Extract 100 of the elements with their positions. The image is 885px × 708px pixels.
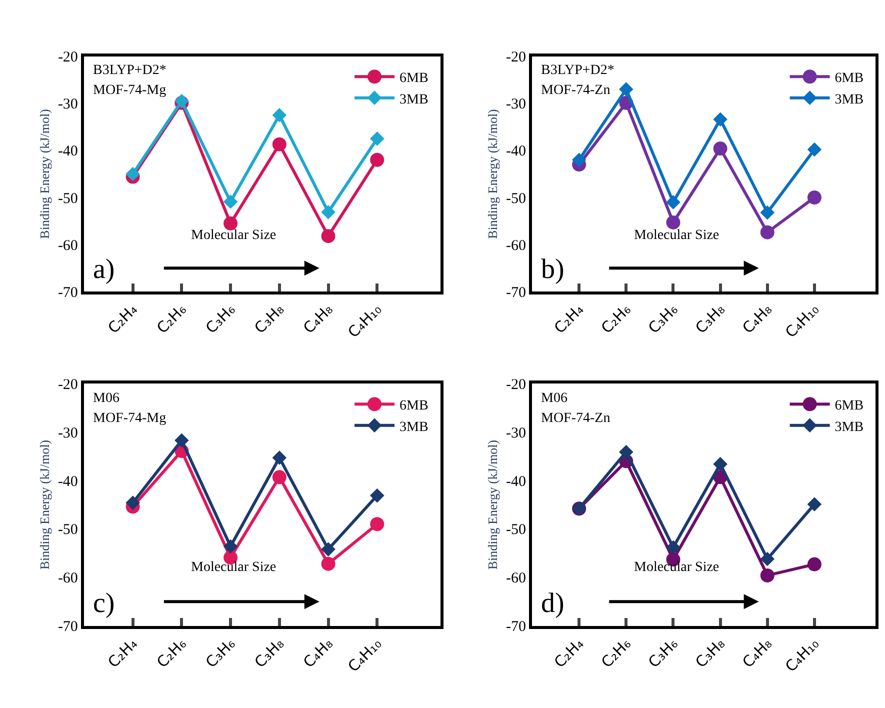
point [619, 444, 634, 460]
point [370, 152, 384, 167]
annotation: MOF-74-Zn [541, 411, 610, 426]
point [223, 194, 238, 209]
point [760, 552, 775, 566]
x-tick-label: C₂H₆ [598, 300, 634, 338]
x-tick-label: C₄H₈ [300, 634, 336, 672]
legend-label: 3MB [400, 420, 428, 435]
annotation: MOF-74-Zn [541, 83, 610, 98]
annotation: MOF-74-Mg [93, 83, 166, 98]
point [666, 195, 680, 210]
annotation: Molecular Size [191, 560, 276, 575]
y-tick-label: -60 [506, 570, 526, 587]
x-tick-label: C₃H₆ [202, 634, 239, 672]
point [272, 470, 286, 484]
y-tick-label: -40 [58, 474, 78, 490]
y-axis-title: Binding Energy (kJ/mol) [484, 440, 500, 570]
y-tick-label: -70 [58, 284, 78, 301]
x-tick-label: C₃H₆ [644, 300, 682, 338]
point [807, 497, 822, 512]
annotation: M06 [541, 391, 568, 406]
point [666, 540, 680, 555]
y-axis-title: Binding Energy (kJ/mol) [36, 440, 52, 570]
point [174, 433, 189, 448]
y-tick-label: -30 [506, 425, 526, 442]
x-tick-label: C₂H₄ [104, 300, 141, 338]
point [321, 204, 336, 220]
x-tick-label: C₃H₈ [250, 634, 288, 672]
point [370, 488, 384, 503]
x-tick-label: C₃H₆ [644, 634, 682, 672]
y-tick-label: -60 [58, 238, 78, 254]
annotation: d) [541, 588, 564, 619]
y-tick-label: -50 [506, 190, 526, 207]
y-axis-title: Binding Energy (kJ/mol) [484, 109, 500, 239]
y-tick-label: -40 [506, 144, 526, 160]
point [807, 190, 822, 204]
y-tick-label: -60 [58, 570, 78, 587]
y-tick-label: -60 [506, 238, 526, 254]
y-tick-label: -50 [58, 522, 78, 538]
point [321, 229, 336, 244]
point [713, 456, 728, 472]
point [760, 225, 774, 240]
annotation: b) [541, 254, 564, 285]
point [572, 152, 586, 168]
x-tick-label: C₄H₈ [300, 300, 336, 338]
point [126, 166, 140, 182]
y-tick-label: -70 [506, 284, 526, 301]
x-tick-label: C₃H₈ [692, 300, 728, 338]
annotation: Molecular Size [634, 560, 720, 575]
point [370, 132, 384, 146]
annotation: c) [93, 588, 115, 619]
point [807, 557, 822, 572]
y-tick-label: -30 [506, 96, 526, 113]
x-tick-label: C₂H₄ [104, 634, 141, 672]
annotation: Molecular Size [191, 228, 276, 243]
y-tick-label: -20 [506, 50, 526, 66]
x-tick-label: C₂H₆ [598, 634, 634, 672]
y-tick-label: -50 [506, 522, 526, 538]
y-tick-label: -40 [58, 144, 78, 160]
point [619, 82, 634, 96]
x-tick-label: C₃H₈ [250, 300, 288, 338]
y-tick-label: -20 [58, 376, 78, 393]
legend-label: 3MB [834, 92, 864, 108]
annotation: Molecular Size [634, 228, 720, 243]
annotation: a) [93, 254, 115, 285]
x-tick-label: C₂H₆ [153, 300, 190, 338]
y-tick-label: -30 [58, 96, 78, 113]
y-tick-label: -70 [58, 619, 78, 636]
y-tick-label: -40 [506, 474, 526, 490]
legend-label: 3MB [400, 92, 428, 108]
point [321, 542, 336, 556]
annotation: M06 [93, 391, 120, 406]
point [223, 539, 238, 554]
point [321, 556, 336, 571]
point [760, 205, 775, 220]
point [272, 450, 287, 465]
annotation: B3LYP+D2* [541, 63, 614, 78]
legend-label: 6MB [834, 398, 864, 414]
y-tick-label: -70 [506, 619, 526, 636]
y-tick-label: -20 [58, 50, 78, 66]
point [807, 142, 822, 157]
point [713, 112, 728, 127]
x-tick-label: C₄H₈ [738, 300, 776, 338]
point [370, 517, 384, 532]
x-tick-label: C₂H₄ [550, 634, 588, 672]
y-tick-label: -20 [506, 376, 526, 393]
x-tick-label: C₃H₆ [202, 300, 239, 338]
point [272, 108, 287, 122]
y-tick-label: -50 [58, 190, 78, 207]
point [272, 137, 286, 152]
y-axis-title: Binding Energy (kJ/mol) [36, 109, 52, 239]
point [666, 215, 680, 230]
legend-label: 6MB [400, 71, 428, 86]
legend-label: 3MB [834, 420, 864, 435]
x-tick-label: C₄H₈ [738, 634, 776, 672]
x-tick-label: C₂H₆ [153, 634, 190, 672]
legend-label: 6MB [400, 398, 428, 414]
point [126, 496, 140, 510]
x-tick-label: C₂H₄ [550, 300, 588, 338]
annotation: B3LYP+D2* [93, 63, 166, 78]
